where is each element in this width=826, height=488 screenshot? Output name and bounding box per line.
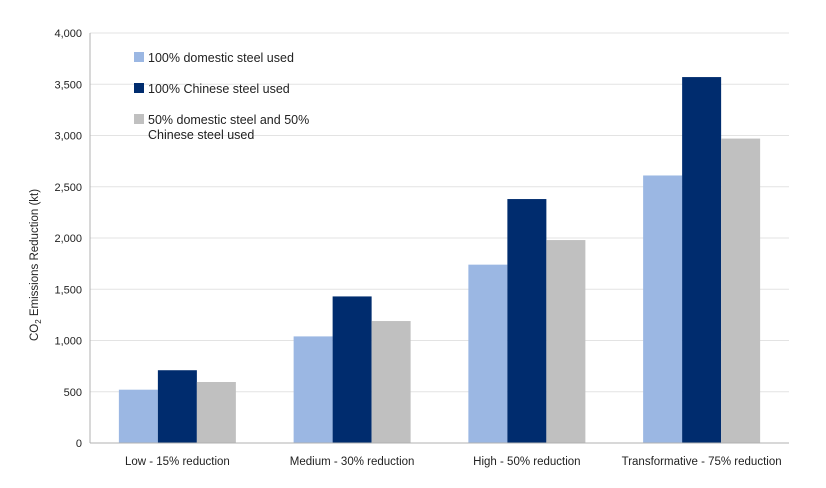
legend-label: 100% domestic steel used (148, 51, 294, 65)
bar (293, 336, 333, 443)
y-tick-label: 500 (64, 387, 82, 399)
y-tick-label: 4,000 (54, 28, 82, 40)
legend: 100% domestic steel used 100% Chinese ste… (134, 51, 309, 142)
bar (507, 199, 547, 443)
bars (118, 77, 761, 443)
bar (371, 321, 411, 443)
x-category-label: High - 50% reduction (473, 456, 580, 468)
x-category-label: Low - 15% reduction (125, 456, 230, 468)
legend-label-line: 100% Chinese steel used (148, 82, 290, 96)
legend-swatch (134, 52, 144, 62)
y-axis-label-suffix: Emissions Reduction (kt) (29, 189, 41, 320)
legend-label-line: Chinese steel used (148, 128, 254, 142)
bar (721, 138, 761, 443)
bar (196, 382, 236, 443)
bar (118, 389, 158, 443)
legend-label-line: 100% domestic steel used (148, 51, 294, 65)
y-tick-label: 3,000 (54, 131, 82, 143)
legend-label: 50% domestic steel and 50% Chinese steel … (148, 113, 309, 142)
x-category-label: Transformative - 75% reduction (622, 456, 782, 468)
legend-swatch (134, 114, 144, 124)
x-category-label: Medium - 30% reduction (290, 456, 415, 468)
bar (546, 240, 586, 443)
y-tick-label: 2,500 (54, 182, 82, 194)
bar (682, 77, 722, 443)
legend-label-line: 50% domestic steel and 50% (148, 113, 309, 127)
y-axis-label-subscript: 2 (34, 319, 43, 324)
bar (157, 370, 197, 443)
y-tick-label: 1,000 (54, 336, 82, 348)
legend-label: 100% Chinese steel used (148, 82, 290, 96)
axes: 0 500 1,000 1,500 2,000 2,500 3,000 3,500 4,000 L… (54, 28, 789, 468)
y-tick-label: 1,500 (54, 284, 82, 296)
gridlines (90, 32, 789, 393)
y-tick-label: 2,000 (54, 233, 82, 245)
y-axis-label: CO2 Emissions Reduction (kt) (29, 189, 43, 341)
bar (468, 264, 508, 443)
bar (643, 175, 683, 443)
y-tick-label: 0 (76, 438, 82, 450)
y-tick-label: 3,500 (54, 79, 82, 91)
y-axis-label-prefix: CO (29, 324, 41, 341)
legend-swatch (134, 83, 144, 93)
bar (332, 296, 372, 443)
